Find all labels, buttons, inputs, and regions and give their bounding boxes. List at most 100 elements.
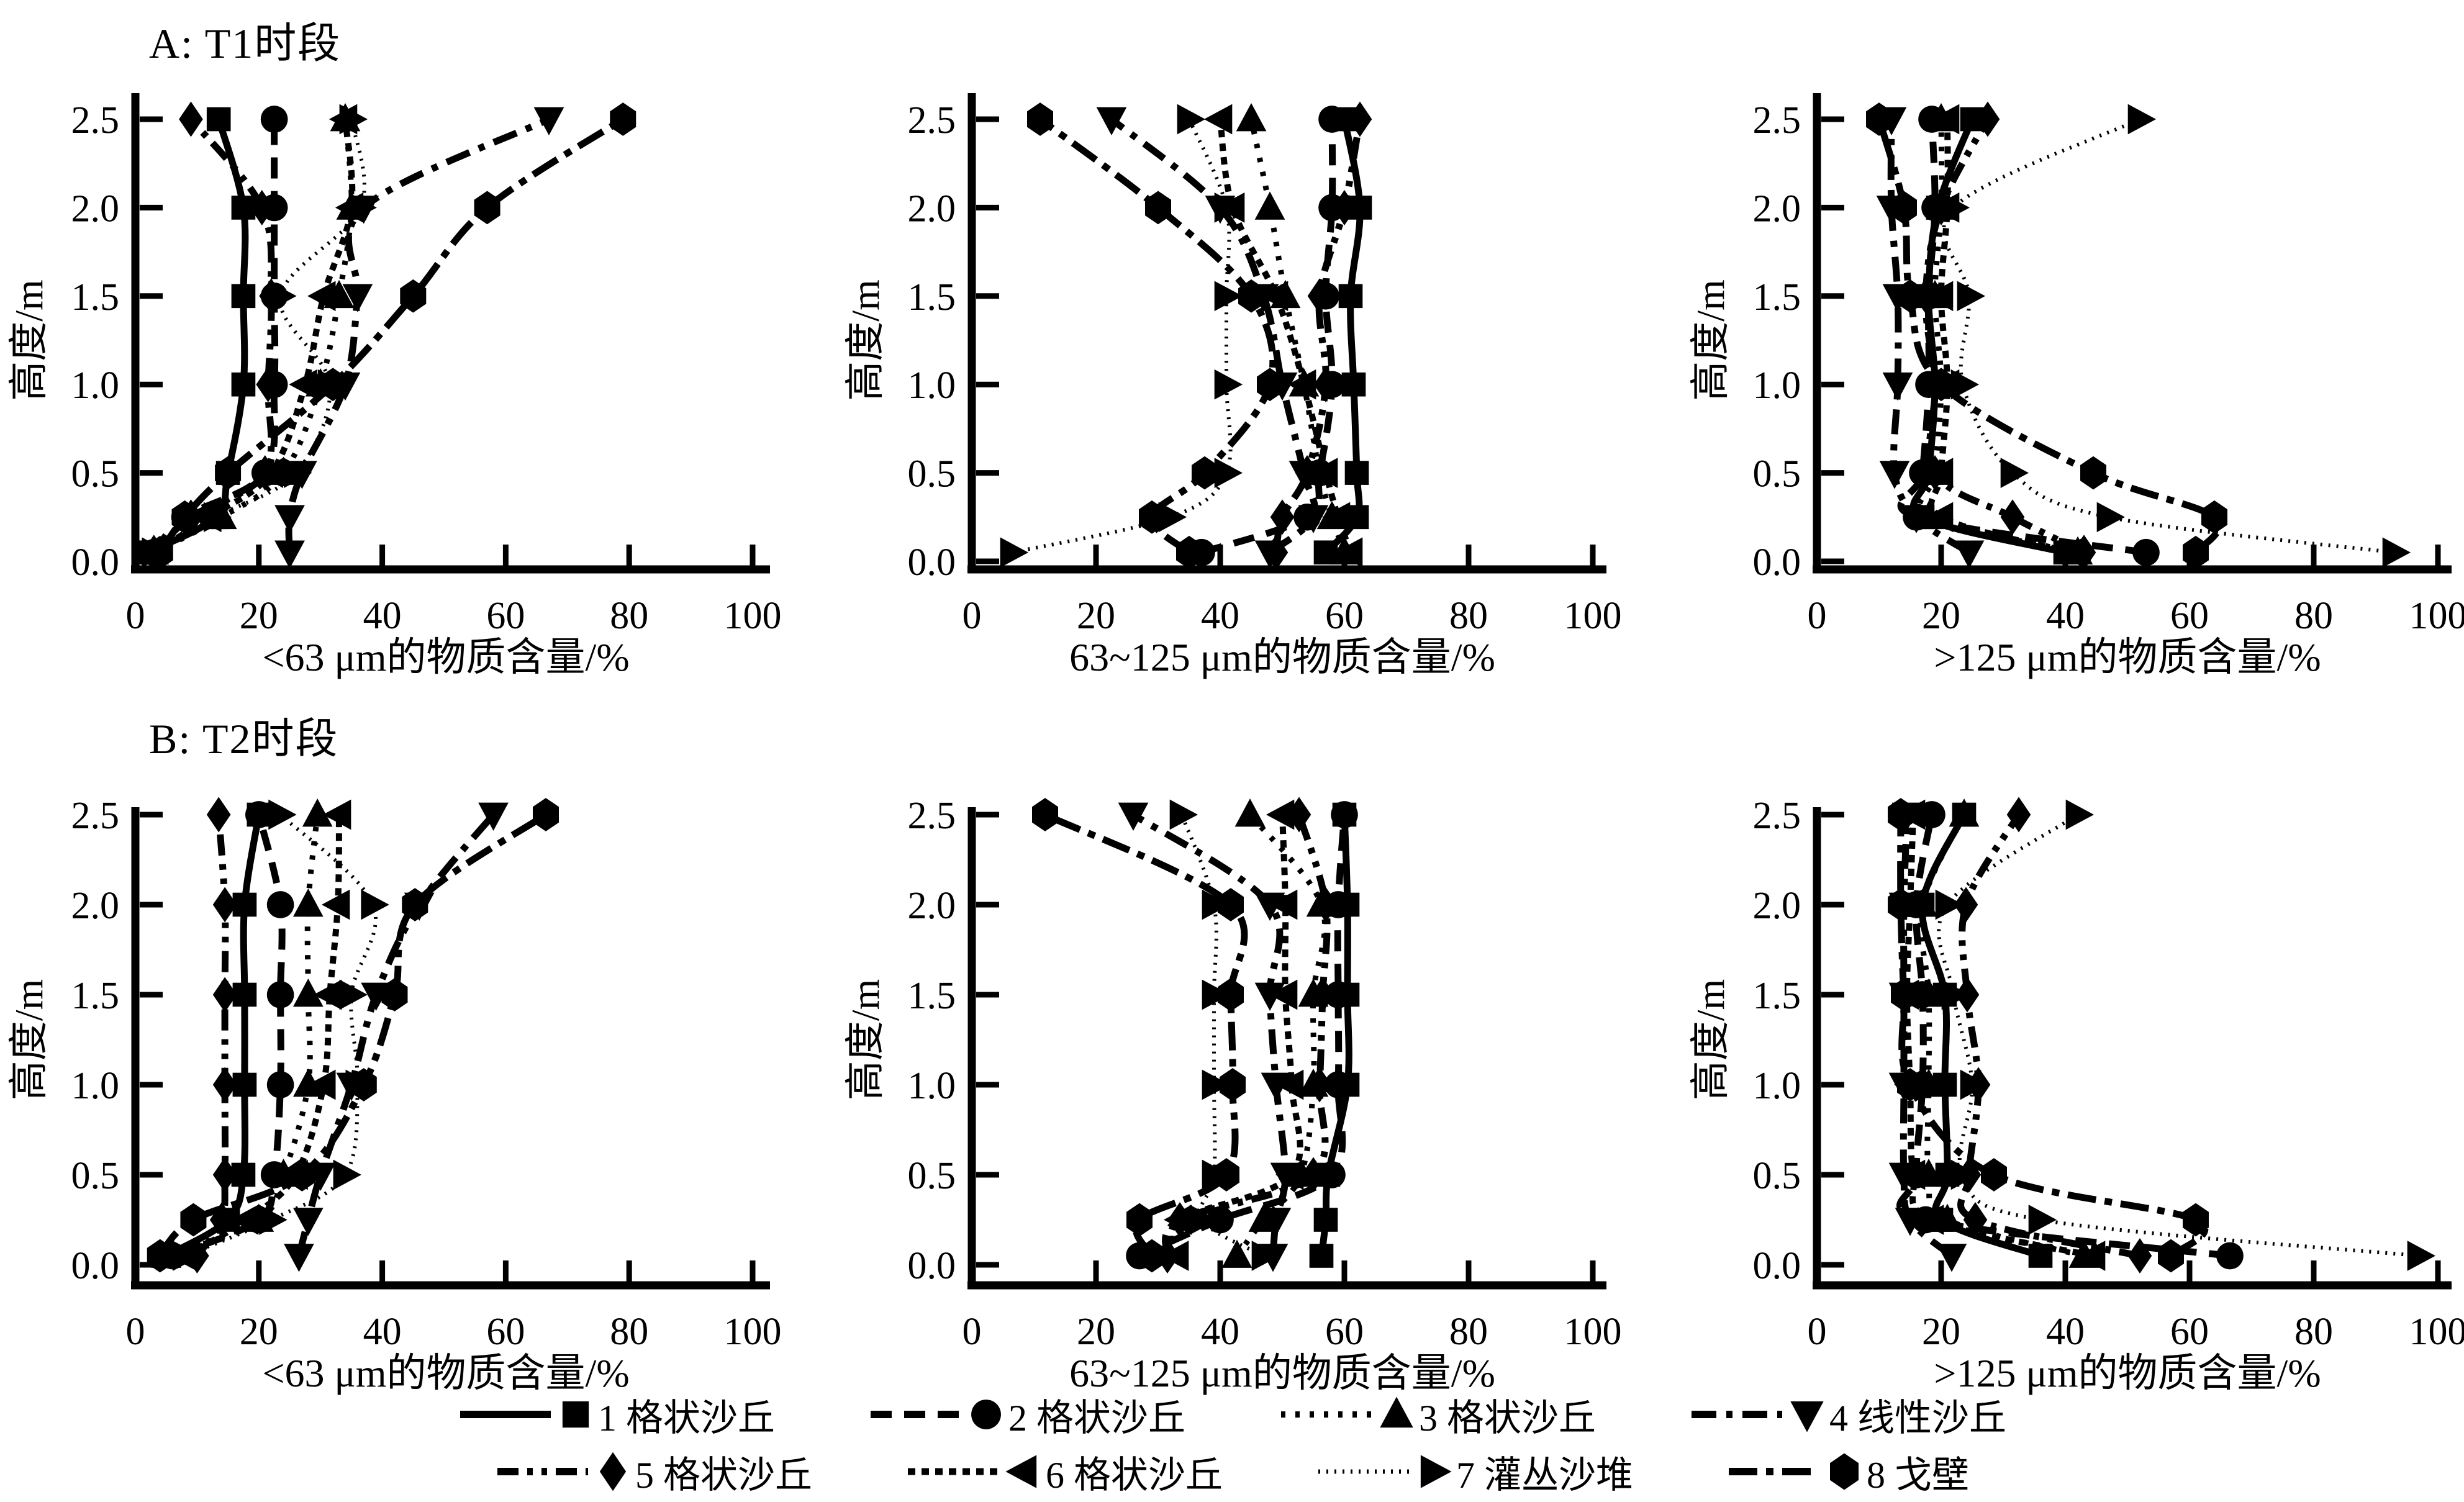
marker-triangle-right — [1950, 1159, 1980, 1190]
panel-b-title: B: T2时段 — [149, 715, 339, 762]
marker-triangle-left — [1896, 1159, 1926, 1190]
marker-triangle-down — [1254, 892, 1285, 921]
marker-triangle-right — [339, 979, 368, 1010]
y-tick-label: 2.5 — [908, 99, 956, 142]
panel-a-title: A: T1时段 — [149, 20, 342, 67]
marker-diamond — [1310, 977, 1335, 1013]
marker-triangle-left — [314, 979, 342, 1010]
marker-triangle-left — [322, 799, 351, 830]
marker-hexagon — [381, 978, 408, 1011]
marker-triangle-left — [1275, 1159, 1304, 1190]
marker-triangle-left — [230, 1205, 259, 1235]
y-tick-label: 2.0 — [71, 885, 120, 927]
x-tick-label: 100 — [724, 1311, 782, 1353]
y-tick-label: 0.5 — [1753, 1155, 1801, 1197]
marker-circle — [1318, 1161, 1346, 1188]
legend-sample-triangle-up-icon — [1281, 1396, 1413, 1428]
marker-diamond — [1307, 278, 1332, 314]
marker-triangle-right — [1251, 1241, 1280, 1271]
marker-diamond — [250, 189, 274, 225]
x-tick-label: 0 — [126, 595, 145, 637]
marker-triangle-right — [2407, 1241, 2436, 1271]
marker-triangle-down — [274, 505, 305, 533]
y-tick-label: 0.5 — [908, 453, 956, 495]
marker-square — [1338, 284, 1363, 309]
y-tick-label: 2.5 — [1753, 795, 1801, 837]
series-8-line — [1038, 116, 1277, 556]
y-axis-title: 高度/m — [843, 979, 887, 1101]
x-tick-label: 40 — [1201, 1311, 1239, 1353]
y-tick-label: 2.0 — [1753, 188, 1801, 230]
y-tick-label: 2.0 — [71, 188, 120, 230]
legend-label: 4 线性沙丘 — [1829, 1397, 2006, 1439]
marker-diamond — [1313, 366, 1338, 402]
y-tick-label: 2.5 — [71, 795, 120, 837]
marker-triangle-left — [1924, 281, 1954, 312]
marker-square — [231, 284, 256, 309]
x-tick-label: 20 — [1077, 595, 1115, 637]
marker-triangle-down — [1261, 1072, 1292, 1102]
marker-triangle-right — [339, 104, 368, 135]
legend-sample-diamond-icon — [497, 1452, 627, 1491]
y-tick-label: 1.0 — [1753, 1065, 1801, 1107]
chart-b1: 0 20 40 60 80 100 0.0 0.5 1.0 1.5 2.0 2.5 <63 μm的物质含… — [7, 795, 782, 1395]
series-8-markers — [1866, 102, 2227, 569]
marker-triangle-left — [1275, 1069, 1304, 1100]
marker-hexagon — [1897, 279, 1923, 313]
marker-hexagon — [1866, 102, 1892, 136]
marker-triangle-right — [1941, 192, 1970, 223]
marker-circle — [1207, 1206, 1234, 1234]
marker-triangle-up — [1949, 798, 1980, 827]
marker-square — [562, 1401, 589, 1428]
y-tick-label: 0.0 — [1753, 1245, 1801, 1287]
series-6-line — [1903, 814, 2095, 1259]
marker-diamond — [1975, 101, 2000, 137]
marker-hexagon — [1139, 1239, 1165, 1273]
marker-triangle-right — [2028, 1205, 2057, 1235]
legend-marker-circle-icon — [971, 1400, 1001, 1429]
chart-a2: 0 20 40 60 80 100 0.0 0.5 1.0 1.5 2.0 2.5 63~125 μm的… — [843, 93, 1622, 679]
marker-triangle-left — [1931, 104, 1960, 135]
marker-hexagon — [350, 1068, 377, 1102]
series-5-line — [151, 117, 275, 555]
series-2-markers — [140, 106, 288, 566]
y-tick-label: 0.0 — [71, 1245, 120, 1287]
legend-item-4: 4 线性沙丘 — [1689, 1388, 2006, 1442]
marker-hexagon — [533, 798, 559, 831]
marker-triangle-left — [1924, 458, 1954, 488]
series-4-markers — [284, 802, 509, 1272]
marker-triangle-up — [1913, 978, 1944, 1007]
marker-square — [206, 107, 231, 132]
chart-b3: 0 20 40 60 80 100 0.0 0.5 1.0 1.5 2.0 2.5 >125 μm的物质… — [1688, 795, 2464, 1395]
series-6-markers — [1160, 799, 1304, 1271]
marker-square — [1344, 461, 1369, 485]
marker-triangle-up — [1234, 798, 1266, 827]
marker-circle — [971, 1400, 1001, 1429]
x-tick-label: 80 — [2294, 1311, 2333, 1353]
marker-triangle-left — [1266, 799, 1295, 830]
marker-hexagon — [171, 500, 198, 534]
series-5-markers — [142, 101, 283, 571]
marker-triangle-left — [1287, 369, 1316, 400]
y-tick-label: 1.5 — [908, 276, 956, 319]
marker-triangle-down — [1118, 802, 1149, 831]
series-5-markers — [1913, 101, 2096, 571]
chart-a1: 0 20 40 60 80 100 0.0 0.5 1.0 1.5 2.0 2.5 <63 μm的物质含… — [7, 93, 782, 679]
marker-diamond — [2006, 797, 2031, 833]
marker-square — [1341, 372, 1366, 397]
marker-diamond — [1307, 1067, 1332, 1103]
marker-triangle-down — [1879, 461, 1910, 489]
marker-triangle-left — [2055, 537, 2084, 568]
series-lines — [157, 812, 548, 1259]
legend-item-6: 6 格状沙丘 — [905, 1445, 1223, 1499]
series-6-markers — [168, 799, 351, 1271]
marker-square — [1313, 1208, 1338, 1232]
marker-triangle-right — [361, 889, 389, 920]
marker-triangle-down — [1298, 505, 1329, 533]
series-5-line — [1957, 813, 2141, 1259]
y-tick-label: 1.5 — [71, 975, 120, 1017]
series-lines — [1896, 813, 2420, 1259]
legend-marker-square-icon — [562, 1401, 589, 1428]
marker-hexagon — [1126, 1203, 1153, 1237]
